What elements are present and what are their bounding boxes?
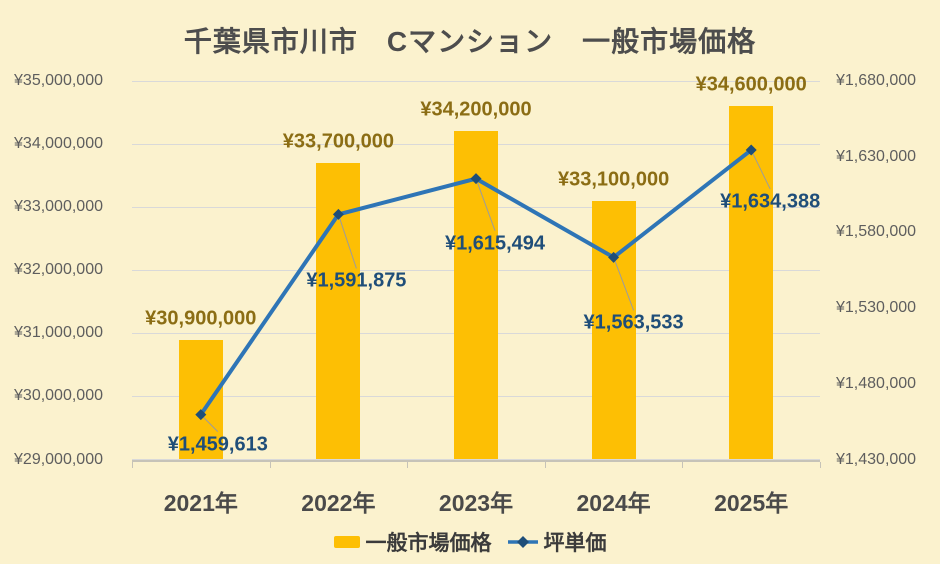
- line-marker-2022: [332, 208, 344, 220]
- line-value-label-2025: ¥1,634,388: [720, 190, 821, 213]
- tsubo-unit-price-line: [199, 148, 753, 416]
- x-axis-line: [132, 459, 820, 462]
- line-value-label-2021: ¥1,459,613: [167, 433, 268, 456]
- line-value-label-2022: ¥1,591,875: [306, 269, 407, 292]
- legend-item-bar: 一般市場価格: [333, 527, 492, 557]
- left-axis-tick-label: ¥35,000,000: [14, 72, 103, 89]
- legend-line-label: 坪単価: [543, 532, 607, 555]
- line-value-label-2024: ¥1,563,533: [583, 311, 684, 334]
- bar-value-label-2023: ¥34,200,000: [420, 98, 532, 121]
- x-axis-label-2024: 2024年: [576, 490, 651, 516]
- bar-value-label-2025: ¥34,600,000: [695, 73, 807, 96]
- left-axis-tick-label: ¥33,000,000: [14, 198, 103, 216]
- legend: 一般市場価格 坪単価: [0, 526, 940, 558]
- left-axis-tick-label: ¥32,000,000: [14, 261, 103, 279]
- x-axis-tick: [269, 461, 271, 468]
- bar-2021: [178, 339, 223, 460]
- left-axis-tick-label: ¥34,000,000: [14, 135, 103, 153]
- right-axis-tick-label: ¥1,630,000: [836, 147, 917, 165]
- line-marker-2023: [470, 173, 482, 185]
- label-leader-line: [200, 414, 219, 433]
- chart-title: 千葉県市川市 Cマンション 一般市場価格: [183, 26, 757, 57]
- right-axis-tick-label: ¥1,580,000: [836, 223, 917, 241]
- label-leader-line: [475, 178, 496, 231]
- bar-value-label-2021: ¥30,900,000: [145, 307, 257, 330]
- line-marker-2024: [608, 251, 620, 263]
- line-marker-2025: [745, 144, 757, 156]
- label-leader-line: [750, 149, 771, 190]
- x-axis-tick: [820, 461, 821, 468]
- legend-bar-label: 一般市場価格: [365, 532, 492, 555]
- left-axis-tick-label: ¥30,000,000: [14, 387, 103, 405]
- x-axis-tick: [682, 461, 684, 468]
- right-axis-tick-label: ¥1,480,000: [836, 374, 917, 392]
- bar-value-label-2024: ¥33,100,000: [557, 168, 670, 191]
- label-leader-line: [613, 257, 635, 311]
- x-axis-label-2023: 2023年: [438, 490, 514, 516]
- bar-swatch-icon: [333, 536, 360, 548]
- left-axis-tick-label: ¥29,000,000: [14, 450, 103, 468]
- right-axis-tick-label: ¥1,680,000: [836, 72, 917, 89]
- bar-2025: [729, 106, 774, 460]
- legend-item-line: 坪単価: [507, 527, 607, 557]
- label-leader-line: [337, 214, 357, 269]
- x-axis-label-2025: 2025年: [714, 490, 789, 516]
- line-value-label-2023: ¥1,615,494: [444, 232, 546, 255]
- bar-value-label-2022: ¥33,700,000: [282, 130, 395, 153]
- right-axis-tick-label: ¥1,530,000: [836, 299, 917, 317]
- x-axis-tick: [544, 461, 546, 468]
- x-axis-label-2022: 2022年: [301, 490, 376, 516]
- line-marker-swatch-icon: [507, 536, 538, 548]
- right-axis-tick-label: ¥1,430,000: [836, 450, 917, 468]
- x-axis-tick: [132, 461, 133, 468]
- gridline: [132, 80, 820, 82]
- line-marker-2021: [195, 409, 207, 421]
- x-axis-label-2021: 2021年: [163, 490, 238, 516]
- left-axis-tick-label: ¥31,000,000: [14, 324, 103, 342]
- x-axis-tick: [407, 461, 409, 468]
